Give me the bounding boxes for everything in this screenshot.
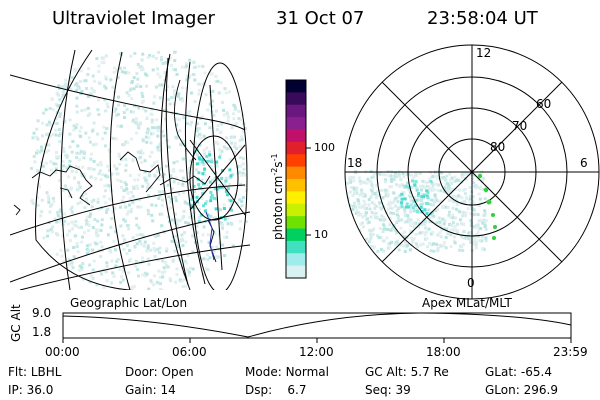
timeline-xtick: 00:00	[45, 345, 80, 359]
mlat-label-60: 60	[536, 97, 552, 111]
polar-circle	[189, 135, 239, 221]
status-glat: GLat: -65.4	[485, 365, 552, 379]
status-glon: GLon: 296.9	[485, 383, 558, 397]
latitude-line	[10, 184, 246, 236]
colorbar-cell	[286, 265, 306, 279]
status-gc-alt: GC Alt: 5.7 Re	[365, 365, 449, 379]
colorbar-cell	[286, 104, 306, 118]
status-filter: Flt: LBHL	[8, 365, 62, 379]
timeline-xtick: 23:59	[553, 345, 588, 359]
observation-time: 23:58:04 UT	[427, 8, 538, 29]
status-door: Door: Open	[125, 365, 194, 379]
colorbar-cell	[286, 191, 306, 205]
terminator-line	[165, 57, 189, 286]
mlat-label-70: 70	[512, 119, 528, 133]
mlt-label-6: 6	[580, 156, 588, 170]
polar-diagonal	[381, 81, 563, 263]
latitude-line	[10, 211, 251, 283]
timeline-ticks	[62, 338, 572, 343]
status-dsp: Dsp: 6.7	[245, 383, 307, 397]
colorbar-cell	[286, 216, 306, 229]
uv-emission-speckle-polar	[345, 170, 488, 253]
colorbar-tick-label: 100	[314, 141, 335, 154]
timeline-xtick: 12:00	[299, 345, 334, 359]
colorbar-unit-label: photon cm-2s-1	[270, 153, 285, 240]
colorbar-cell	[286, 141, 306, 155]
altitude-timeline	[62, 312, 572, 343]
polar-plot	[344, 44, 600, 300]
timeline-ytick: 1.8	[32, 325, 52, 339]
colorbar-cell	[286, 117, 306, 130]
timeline-xtick: 18:00	[426, 345, 461, 359]
mlt-label-18: 18	[347, 156, 363, 170]
auroral-oval-blue	[205, 211, 215, 261]
colorbar-cell	[286, 240, 306, 254]
status-seq: Seq: 39	[365, 383, 411, 397]
timeline-xtick: 06:00	[172, 345, 207, 359]
timeline-ytick: 9.0	[32, 306, 52, 320]
colorbar	[285, 79, 311, 279]
auroral-dots	[477, 173, 497, 240]
meridian-line	[60, 49, 76, 290]
uv-emission-speckle-left	[30, 50, 248, 290]
colorbar-frame	[285, 79, 307, 279]
colorbar-cell	[286, 228, 306, 242]
colorbar-cell	[286, 253, 306, 267]
altitude-curve	[62, 312, 572, 338]
right-panel-label: Apex MLat/MLT	[422, 296, 512, 310]
meridian-line	[209, 84, 223, 271]
timeline-frame	[62, 312, 572, 339]
limb-ellipse	[192, 62, 248, 290]
meridian-line	[160, 53, 191, 290]
colorbar-cell	[286, 80, 306, 93]
meridian-line	[109, 51, 131, 290]
meridian-line	[189, 144, 246, 211]
colorbar-cell	[286, 154, 306, 168]
instrument-title: Ultraviolet Imager	[52, 8, 215, 29]
colorbar-cell	[286, 129, 306, 143]
mlt-label-0: 0	[467, 276, 475, 290]
colorbar-cell	[286, 203, 306, 217]
latitude-line	[19, 244, 251, 290]
latitude-line	[10, 74, 246, 131]
left-panel-label: Geographic Lat/Lon	[70, 296, 188, 310]
colorbar-cell	[286, 166, 306, 180]
observation-date: 31 Oct 07	[276, 8, 365, 29]
mlat-label-80: 80	[490, 140, 506, 154]
colorbar-cell	[286, 179, 306, 192]
colorbar-tick-label: 10	[314, 228, 328, 241]
colorbar-cell	[286, 92, 306, 106]
timeline-ylabel: GC Alt	[9, 304, 23, 342]
meridian-line	[184, 61, 206, 285]
status-gain: Gain: 14	[125, 383, 176, 397]
mlt-label-12: 12	[476, 46, 492, 60]
geographic-map	[10, 49, 251, 290]
status-mode: Mode: Normal	[245, 365, 329, 379]
status-ip: IP: 36.0	[8, 383, 54, 397]
